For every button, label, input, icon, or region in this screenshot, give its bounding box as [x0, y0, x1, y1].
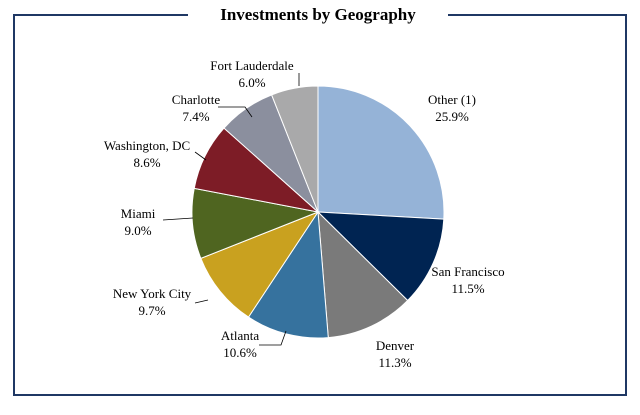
leader-lines: [162, 73, 300, 346]
slice-label-denver: Denver: [376, 338, 415, 353]
slice-value-atlanta: 10.6%: [223, 345, 257, 360]
slice-label-fort-lauderdale: Fort Lauderdale: [210, 58, 294, 73]
leader-line-washington-dc: [194, 151, 207, 161]
slice-label-other-1: Other (1): [428, 92, 476, 107]
pie-slice-atlanta: [247, 210, 329, 339]
pie-slice-other-1: [317, 85, 445, 220]
leader-line-miami: [162, 217, 194, 221]
slice-value-fort-lauderdale: 6.0%: [238, 75, 265, 90]
chart-title: Investments by Geography: [220, 5, 416, 24]
slice-label-new-york-city: New York City: [113, 286, 192, 301]
pie-slices: [191, 85, 445, 339]
slice-value-washington-dc: 8.6%: [133, 155, 160, 170]
pie-slice-denver: [317, 210, 409, 339]
leader-line-atlanta: [259, 330, 287, 346]
slice-value-miami: 9.0%: [124, 223, 151, 238]
slice-label-washington-dc: Washington, DC: [104, 138, 190, 153]
slice-labels: Other (1) 25.9% San Francisco 11.5% Denver 11…: [104, 58, 505, 370]
slice-label-charlotte: Charlotte: [172, 92, 221, 107]
slice-label-atlanta: Atlanta: [221, 328, 259, 343]
slice-label-san-francisco: San Francisco: [431, 264, 504, 279]
slice-value-other-1: 25.9%: [435, 109, 469, 124]
pie-slice-fort-lauderdale: [270, 85, 319, 213]
slice-value-new-york-city: 9.7%: [138, 303, 165, 318]
leader-line-new-york-city: [194, 299, 209, 304]
slice-value-denver: 11.3%: [378, 355, 411, 370]
slice-value-san-francisco: 11.5%: [451, 281, 484, 296]
pie-slice-new-york-city: [200, 210, 320, 318]
leader-line-charlotte: [218, 106, 253, 118]
slice-label-miami: Miami: [121, 206, 156, 221]
pie-slice-san-francisco: [316, 211, 445, 302]
chart-frame: [13, 14, 627, 396]
slice-value-charlotte: 7.4%: [182, 109, 209, 124]
